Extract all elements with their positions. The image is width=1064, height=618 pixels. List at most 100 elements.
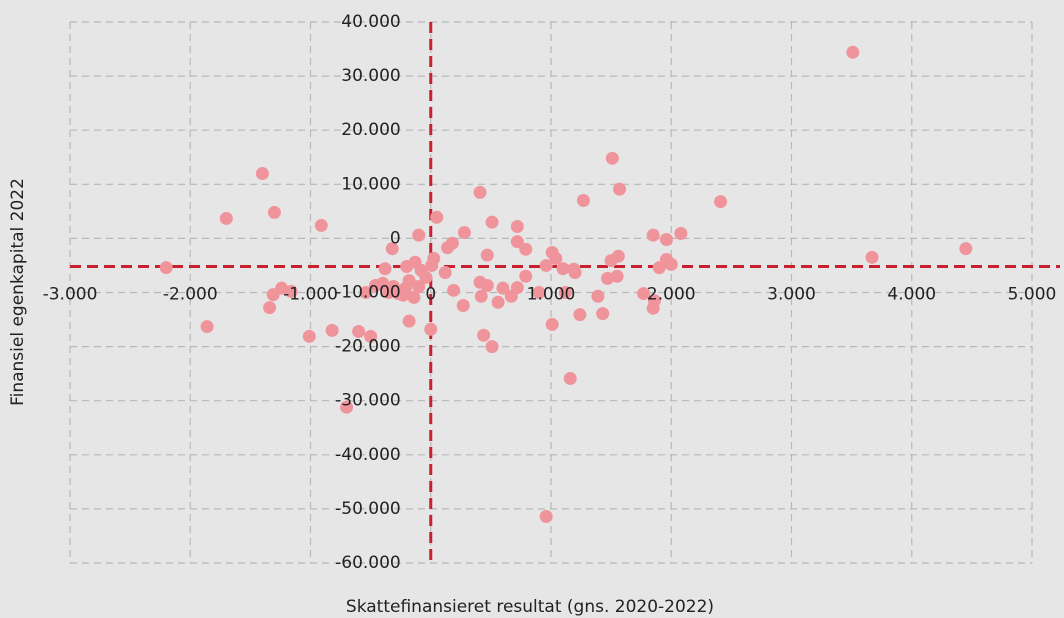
point bbox=[567, 262, 581, 276]
y-tick-label: 30.000 bbox=[341, 66, 400, 86]
point bbox=[325, 323, 339, 337]
point bbox=[263, 301, 277, 315]
point bbox=[430, 210, 444, 224]
point bbox=[424, 322, 438, 336]
point bbox=[558, 286, 572, 299]
y-tick-label: -50.000 bbox=[335, 499, 401, 519]
point bbox=[425, 258, 439, 272]
point bbox=[714, 195, 728, 209]
point bbox=[385, 242, 399, 256]
x-axis-title: Skattefinansieret resultat (gns. 2020-20… bbox=[346, 597, 714, 617]
point bbox=[407, 290, 421, 304]
point bbox=[504, 289, 518, 303]
point bbox=[255, 166, 269, 180]
point bbox=[601, 271, 615, 285]
point bbox=[519, 269, 533, 283]
point bbox=[865, 250, 879, 264]
point bbox=[573, 308, 587, 322]
point bbox=[473, 275, 487, 289]
point bbox=[378, 262, 392, 276]
y-tick-label: -20.000 bbox=[335, 337, 401, 357]
point bbox=[473, 185, 487, 199]
y-tick-label: 0 bbox=[390, 228, 401, 248]
point bbox=[846, 45, 860, 59]
point bbox=[391, 287, 405, 301]
point bbox=[604, 254, 618, 268]
point bbox=[359, 286, 373, 299]
y-tick-label: -60.000 bbox=[335, 553, 401, 573]
point bbox=[314, 218, 328, 232]
point bbox=[267, 205, 281, 219]
point bbox=[159, 261, 173, 275]
point bbox=[664, 257, 678, 271]
point bbox=[576, 194, 590, 208]
point bbox=[447, 283, 461, 297]
point bbox=[402, 314, 416, 328]
point bbox=[284, 284, 298, 298]
point bbox=[477, 328, 491, 342]
point bbox=[438, 265, 452, 279]
point bbox=[519, 242, 533, 256]
point bbox=[556, 262, 570, 276]
point bbox=[549, 251, 563, 265]
point bbox=[302, 329, 316, 343]
point bbox=[352, 324, 366, 338]
point bbox=[200, 320, 214, 334]
point bbox=[266, 288, 280, 302]
point bbox=[674, 227, 688, 241]
point bbox=[591, 289, 605, 303]
y-axis-title: Finansiel egenkapital 2022 bbox=[8, 178, 28, 406]
x-tick-label: -2.000 bbox=[163, 285, 218, 305]
x-tick-label: 1.000 bbox=[527, 285, 576, 305]
point bbox=[959, 242, 973, 256]
y-tick-label: 20.000 bbox=[341, 120, 400, 140]
x-tick-label: 4.000 bbox=[887, 285, 936, 305]
x-tick-label: 2.000 bbox=[647, 285, 696, 305]
point bbox=[539, 258, 553, 272]
point bbox=[400, 260, 414, 274]
x-tick-label: -3.000 bbox=[43, 285, 98, 305]
point bbox=[613, 182, 627, 196]
point bbox=[596, 307, 610, 321]
x-tick-label: 5.000 bbox=[1008, 285, 1057, 305]
point bbox=[605, 151, 619, 165]
y-tick-label: 10.000 bbox=[341, 174, 400, 194]
point bbox=[485, 340, 499, 354]
point bbox=[474, 289, 488, 303]
point bbox=[457, 225, 471, 239]
y-tick-label: 40.000 bbox=[341, 12, 400, 32]
point bbox=[510, 235, 524, 249]
point bbox=[532, 286, 546, 299]
y-tick-label: -10.000 bbox=[335, 283, 401, 303]
point bbox=[441, 241, 455, 255]
points bbox=[159, 45, 973, 523]
point bbox=[510, 219, 524, 233]
point bbox=[456, 298, 470, 312]
y-tick-label: -30.000 bbox=[335, 391, 401, 411]
point bbox=[368, 278, 382, 292]
grid bbox=[69, 21, 1033, 564]
point bbox=[652, 261, 666, 275]
x-tick-label: 0 bbox=[425, 285, 436, 305]
point bbox=[340, 400, 354, 414]
y-tick-label: -40.000 bbox=[335, 445, 401, 465]
point bbox=[659, 232, 673, 246]
point bbox=[563, 372, 577, 386]
point bbox=[491, 295, 505, 309]
point bbox=[364, 329, 378, 343]
point bbox=[646, 301, 660, 315]
point bbox=[646, 228, 660, 242]
x-tick-label: -1.000 bbox=[283, 285, 338, 305]
point bbox=[219, 211, 233, 225]
tick-labels: -3.000 -2.000 -1.000 0 1.000 2.000 3.000 4.000 5… bbox=[43, 12, 1057, 573]
point bbox=[545, 317, 559, 331]
point bbox=[637, 287, 651, 301]
point bbox=[412, 228, 426, 242]
point bbox=[412, 280, 426, 294]
point bbox=[485, 215, 499, 229]
x-tick-label: 3.000 bbox=[767, 285, 816, 305]
point bbox=[382, 286, 396, 299]
point bbox=[496, 281, 510, 295]
